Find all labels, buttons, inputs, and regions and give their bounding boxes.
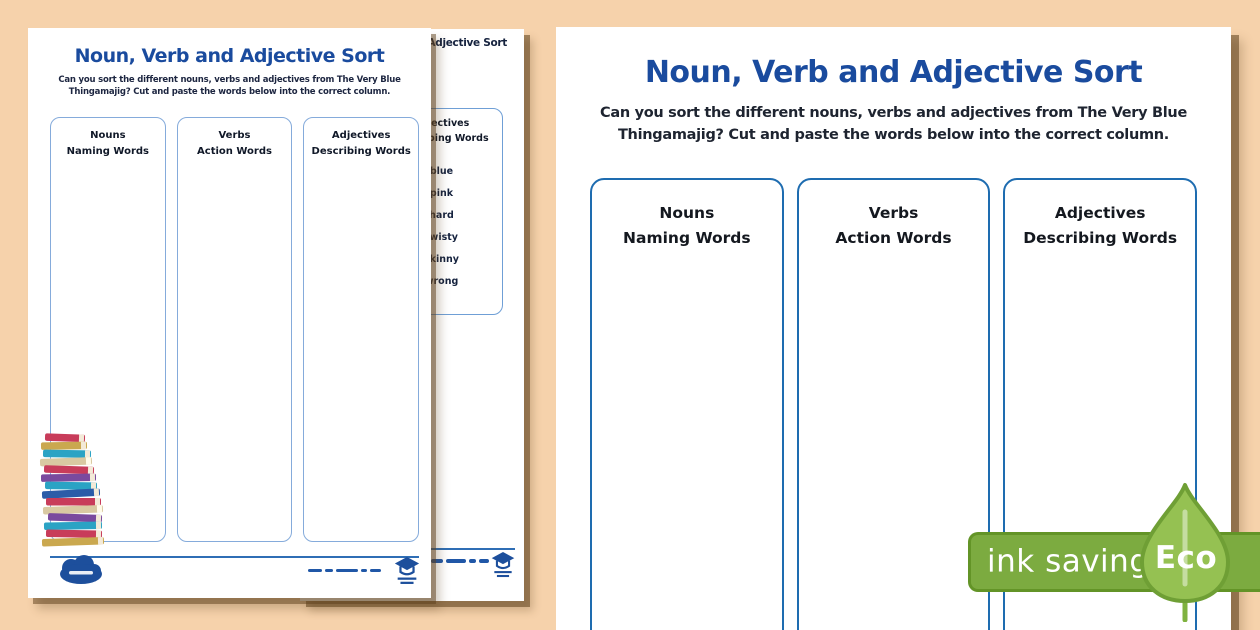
answer-word: blue bbox=[429, 166, 454, 177]
eco-label: Eco bbox=[1154, 540, 1218, 576]
footer-fine-print bbox=[308, 568, 381, 572]
instructions-line-2: Thingamajig? Cut and paste the words bel… bbox=[68, 87, 391, 98]
column-subheading: Describing Words bbox=[1023, 228, 1178, 247]
footer-divider bbox=[428, 548, 515, 550]
zoomed-worksheet-page: Noun, Verb and Adjective Sort Can you so… bbox=[556, 27, 1231, 630]
worksheet-title: Noun, Verb and Adjective Sort bbox=[644, 55, 1143, 90]
answer-word-list: blue pink hard twisty skinny wrong bbox=[381, 161, 502, 293]
worksheet-instructions: Can you sort the different nouns, verbs … bbox=[28, 74, 431, 99]
instructions-line-1: Can you sort the different nouns, verbs … bbox=[600, 105, 1187, 121]
ink-saving-label: ink saving bbox=[987, 543, 1150, 580]
footer-fine-print bbox=[431, 559, 489, 563]
column-header: Adjectives Describing Words bbox=[304, 128, 418, 159]
column-header: Nouns Naming Words bbox=[592, 201, 782, 251]
column-subheading: Action Words bbox=[197, 145, 272, 157]
sorting-columns: Nouns Naming Words Verbs Action Words Ad… bbox=[590, 178, 1198, 630]
column-heading: Nouns bbox=[659, 204, 715, 222]
answer-word: skinny bbox=[424, 254, 459, 265]
instructions-line-1: Can you sort the different nouns, verbs … bbox=[58, 75, 401, 85]
answer-column-subheading: Describing Words bbox=[394, 132, 489, 144]
worksheet-title: Noun, Verb and Adjective Sort bbox=[74, 45, 385, 67]
answer-word: pink bbox=[429, 188, 454, 199]
column-verbs: Verbs Action Words bbox=[796, 178, 991, 630]
front-worksheet-page: Noun, Verb and Adjective Sort Can you so… bbox=[28, 28, 431, 598]
column-heading: Adjectives bbox=[1054, 204, 1146, 222]
answer-word: hard bbox=[429, 210, 454, 221]
graduation-cap-logo-icon bbox=[393, 555, 421, 591]
column-subheading: Naming Words bbox=[623, 228, 751, 247]
instructions-line-2: Thingamajig? Cut and paste the words bel… bbox=[617, 127, 1170, 144]
column-subheading: Naming Words bbox=[66, 145, 149, 157]
column-heading: Nouns bbox=[90, 130, 126, 141]
eco-leaf-icon bbox=[1126, 482, 1244, 623]
column-header: Nouns Naming Words bbox=[51, 128, 165, 159]
column-subheading: Describing Words bbox=[311, 145, 411, 157]
column-verbs: Verbs Action Words bbox=[176, 117, 293, 542]
column-nouns: Nouns Naming Words bbox=[590, 178, 784, 630]
column-adjectives: Adjectives Describing Words bbox=[303, 117, 420, 542]
graduation-cap-logo-icon bbox=[490, 550, 516, 584]
column-heading: Verbs bbox=[868, 204, 919, 222]
column-subheading: Action Words bbox=[835, 228, 952, 247]
book-stack-icon bbox=[36, 430, 112, 548]
sorting-columns: Nouns Naming Words Verbs Action Words Ad… bbox=[50, 117, 420, 542]
footer-divider bbox=[50, 556, 419, 558]
answer-word: twisty bbox=[425, 232, 458, 243]
answer-column-header: Adjectives Describing Words bbox=[381, 117, 502, 146]
answer-column-heading: Adjectives bbox=[413, 118, 470, 129]
worksheet-instructions: Can you sort the different nouns, verbs … bbox=[556, 102, 1231, 147]
column-header: Adjectives Describing Words bbox=[1005, 201, 1195, 251]
column-heading: Adjectives bbox=[331, 130, 391, 141]
column-heading: Verbs bbox=[218, 130, 251, 141]
twinkl-cloud-logo-icon bbox=[57, 555, 105, 589]
column-header: Verbs Action Words bbox=[178, 128, 292, 159]
answer-word: wrong bbox=[424, 276, 459, 287]
column-header: Verbs Action Words bbox=[799, 201, 989, 251]
